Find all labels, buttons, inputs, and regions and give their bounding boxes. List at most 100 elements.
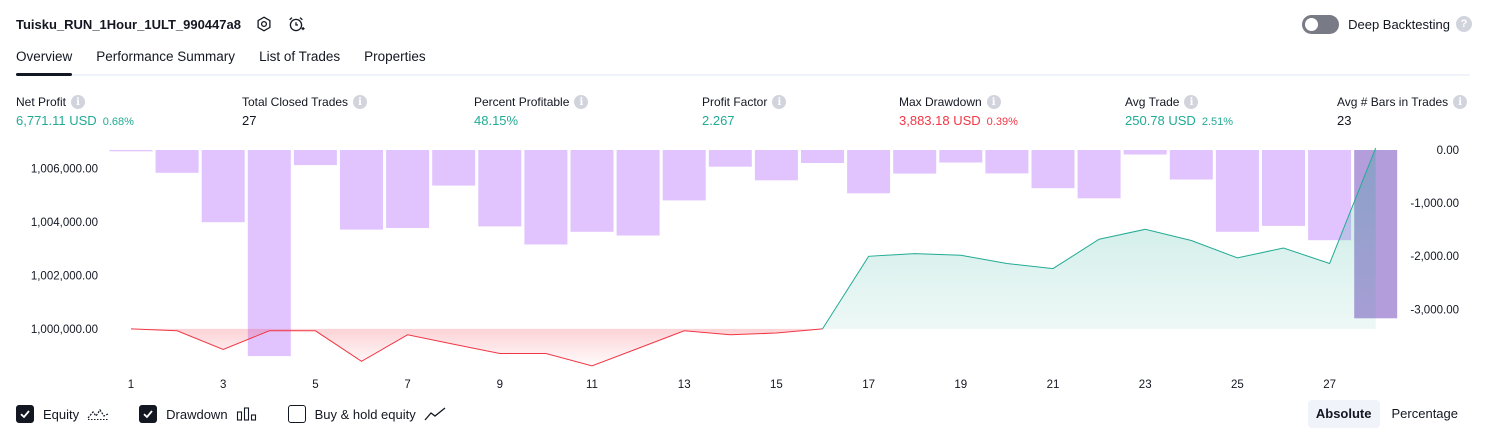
equity-line-profit [822, 147, 1377, 330]
info-icon[interactable]: i [772, 95, 787, 109]
stat-value: 3,883.18 USD [899, 113, 981, 128]
strategy-title: Tuisku_RUN_1Hour_1ULT_990447a8 [16, 16, 241, 32]
drawdown-bar [754, 150, 798, 181]
help-icon[interactable]: ? [1456, 16, 1472, 32]
left-axis-tick-label: 1,002,000.00 [31, 271, 98, 283]
x-axis-tick-label: 13 [678, 379, 691, 391]
left-axis-tick-label: 1,000,000.00 [31, 324, 98, 336]
strategy-header: Tuisku_RUN_1Hour_1ULT_990447a8 [16, 14, 305, 34]
drawdown-bar [293, 150, 337, 166]
equity-loss-area [131, 328, 823, 366]
drawdown-bar [1123, 150, 1167, 155]
drawdown-bar [1308, 150, 1352, 241]
drawdown-bar [1077, 150, 1121, 199]
drawdown-bar [616, 150, 660, 236]
add-alert-icon[interactable] [287, 15, 305, 33]
x-axis-tick-label: 5 [312, 379, 318, 391]
info-icon[interactable]: i [71, 95, 86, 109]
drawdown-bar [570, 150, 614, 232]
drawdown-bar [708, 150, 752, 167]
legend-label: Equity [43, 406, 80, 422]
equity-profit-area [822, 148, 1376, 329]
x-axis-tick-label: 19 [954, 379, 967, 391]
drawdown-bar [985, 150, 1029, 174]
chart-legend: Equity Drawdown Buy & hold equity [16, 404, 476, 424]
drawdown-bar [155, 150, 199, 173]
drawdown-bar [340, 150, 383, 230]
stat-total-closed-trades: Total Closed Trades i 27 [242, 94, 368, 128]
equity-line-icon [87, 407, 109, 421]
stat-percent-profitable: Percent Profitable i 48.15% [474, 94, 589, 128]
stat-label: Net Profit [16, 95, 67, 109]
x-axis-tick-label: 3 [220, 379, 226, 391]
tab-performance-summary[interactable]: Performance Summary [96, 49, 236, 64]
tab-bar: Overview Performance Summary List of Tra… [16, 44, 1470, 76]
info-icon[interactable]: i [986, 95, 1001, 109]
stat-percent: 2.51% [1201, 116, 1234, 128]
equity-checkbox[interactable] [16, 405, 34, 423]
x-axis-tick-label: 7 [404, 379, 410, 391]
percentage-mode-button[interactable]: Percentage [1391, 406, 1459, 421]
tab-properties[interactable]: Properties [364, 49, 426, 64]
right-axis-tick-label: -1,000.00 [1410, 198, 1459, 210]
x-axis-tick-label: 21 [1047, 379, 1060, 391]
tab-overview[interactable]: Overview [16, 44, 73, 76]
legend-label: Drawdown [166, 406, 228, 422]
info-icon[interactable]: i [1453, 95, 1468, 109]
info-icon[interactable]: i [574, 95, 589, 109]
drawdown-bar [247, 150, 291, 357]
legend-buy-hold[interactable]: Buy & hold equity [287, 405, 446, 423]
stat-value: 6,771.11 USD [16, 113, 97, 128]
drawdown-bar [432, 150, 476, 186]
drawdown-bar [662, 150, 706, 201]
tab-list-of-trades[interactable]: List of Trades [259, 49, 341, 64]
x-axis-tick-label: 25 [1231, 379, 1244, 391]
info-icon[interactable]: i [1184, 95, 1199, 109]
left-axis-tick-label: 1,004,000.00 [31, 217, 98, 229]
toggle-knob [1305, 17, 1319, 31]
drawdown-bar [109, 150, 153, 152]
settings-icon[interactable] [255, 15, 273, 33]
right-axis-tick-label: -3,000.00 [1410, 304, 1459, 316]
stat-value: 2.267 [702, 113, 735, 128]
x-axis-tick-label: 9 [497, 379, 503, 391]
x-axis-tick-label: 17 [862, 379, 875, 391]
stat-net-profit: Net Profit i 6,771.11 USD 0.68% [16, 94, 134, 128]
drawdown-bar [478, 150, 522, 227]
left-axis-tick-label: 1,006,000.00 [31, 164, 98, 176]
stat-value: 27 [242, 113, 257, 128]
drawdown-bars-icon [236, 407, 258, 421]
stat-max-drawdown: Max Drawdown i 3,883.18 USD 0.39% [899, 94, 1018, 128]
buy-hold-checkbox[interactable] [287, 405, 306, 423]
legend-equity[interactable]: Equity [16, 405, 109, 423]
stat-profit-factor: Profit Factor i 2.267 [702, 94, 787, 128]
stat-label: Profit Factor [702, 95, 768, 109]
drawdown-bar [893, 150, 937, 174]
stat-value: 48.15% [474, 113, 519, 128]
info-icon[interactable]: i [353, 95, 368, 109]
deep-backtesting-label: Deep Backtesting [1348, 16, 1450, 32]
equity-drawdown-chart[interactable]: 1,000,000.00 1,002,000.00 1,004,000.00 1,00… [0, 140, 1486, 400]
drawdown-bar [1169, 150, 1213, 180]
x-axis-tick-label: 15 [770, 379, 783, 391]
legend-drawdown[interactable]: Drawdown [139, 405, 257, 423]
stat-label: Percent Profitable [474, 95, 570, 109]
equity-line-loss [130, 328, 823, 367]
deep-backtesting-toggle[interactable] [1302, 14, 1340, 34]
x-axis-tick-label: 27 [1323, 379, 1336, 391]
stat-avg-bars: Avg # Bars in Trades i 23 [1337, 94, 1468, 128]
stat-label: Avg # Bars in Trades [1337, 95, 1449, 109]
absolute-mode-button[interactable]: Absolute [1307, 400, 1380, 428]
buyhold-line-icon [424, 407, 446, 421]
x-axis-tick-label: 1 [128, 379, 134, 391]
stat-value: 23 [1337, 113, 1352, 128]
drawdown-checkbox[interactable] [139, 405, 158, 423]
legend-label: Buy & hold equity [314, 406, 416, 422]
drawdown-bar [1215, 150, 1259, 232]
stat-percent: 0.39% [986, 116, 1018, 128]
drawdown-bar [801, 150, 844, 163]
stat-percent: 0.68% [102, 116, 134, 128]
stat-avg-trade: Avg Trade i 250.78 USD 2.51% [1125, 94, 1233, 128]
drawdown-bar [939, 150, 983, 163]
stat-label: Max Drawdown [899, 95, 982, 109]
